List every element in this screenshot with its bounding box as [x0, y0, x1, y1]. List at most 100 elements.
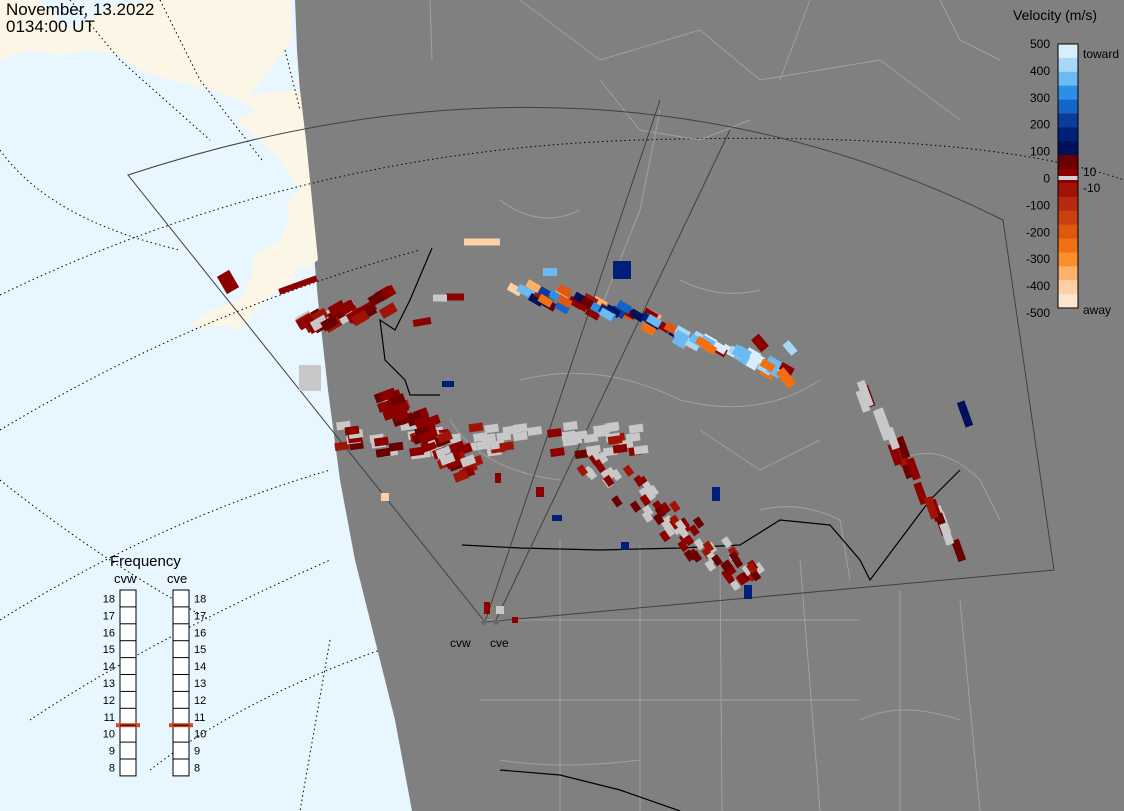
scatter-cell — [674, 519, 687, 532]
scatter-cell — [683, 549, 696, 562]
scatter-cell — [556, 294, 573, 309]
scatter-cell — [495, 473, 501, 483]
scatter-cell — [418, 430, 435, 444]
legend-color-swatch — [1058, 182, 1078, 198]
scatter-cell — [607, 435, 623, 445]
frequency-column-cve — [172, 589, 190, 777]
legend-color-swatch — [1058, 113, 1078, 128]
legend-plus-label: 10 — [1083, 165, 1097, 179]
scatter-cell — [887, 442, 903, 467]
scatter-cell — [744, 585, 752, 599]
scatter-cell — [645, 314, 663, 328]
scatter-cell — [446, 293, 464, 301]
land-mass-north — [255, 92, 308, 190]
legend-color-swatch — [1058, 224, 1078, 240]
scatter-cell — [905, 457, 921, 481]
scatter-cell — [939, 522, 955, 546]
legend-color-swatch — [1058, 155, 1078, 170]
scatter-cell — [459, 454, 477, 468]
scatter-cell — [588, 453, 601, 466]
scatter-cell — [439, 452, 456, 466]
scatter-cell — [484, 423, 499, 434]
scatter-cell — [382, 407, 399, 421]
scatter-cell — [379, 388, 396, 402]
scatter-cell — [711, 340, 728, 355]
scatter-cell — [547, 428, 562, 438]
scatter-cell — [613, 261, 631, 279]
scatter-cell — [299, 365, 321, 391]
scatter-cell — [735, 573, 748, 586]
scatter-cell — [622, 464, 635, 477]
legend-color-swatch — [1058, 238, 1078, 254]
scatter-cell — [858, 384, 874, 408]
frequency-level-label: 8 — [194, 763, 200, 775]
legend-color-bar — [1058, 44, 1078, 309]
legend-color-swatch — [1058, 127, 1078, 142]
frequency-level-label: 16 — [194, 627, 206, 639]
legend-zero-band — [1058, 176, 1078, 180]
scatter-cell — [728, 551, 741, 564]
frequency-level-label: 10 — [103, 729, 115, 741]
scatter-cell — [433, 294, 447, 302]
map-time: 0134:00 UT — [6, 17, 95, 36]
scatter-cell — [642, 504, 654, 517]
radar-site-label-cvw: cvw — [450, 636, 471, 650]
scatter-cell — [782, 340, 798, 356]
scatter-cell — [562, 420, 578, 431]
velocity-legend: Velocity (m/s) 500 400 300 200 100 0 -100 -200 -… — [1013, 7, 1119, 320]
legend-bar-frame — [1057, 43, 1079, 309]
legend-color-swatch — [1058, 280, 1078, 295]
scatter-cell — [702, 540, 715, 553]
frequency-level-label: 11 — [194, 712, 205, 724]
legend-tick-labels: 500 400 300 200 100 0 -100 -200 -300 -400 -500 — [1026, 37, 1050, 320]
scatter-cell — [654, 505, 667, 519]
scatter-cell — [652, 513, 665, 526]
scatter-cell — [663, 525, 675, 538]
frequency-level-label: 15 — [194, 644, 206, 656]
scatter-cell — [367, 290, 387, 307]
scatter-cell — [633, 444, 649, 455]
legend-tick-label: -200 — [1026, 225, 1050, 239]
frequency-level-label: 18 — [103, 594, 115, 606]
legend-tick-label: 300 — [1030, 91, 1050, 105]
scatter-cell — [388, 441, 404, 452]
scatter-cell — [671, 335, 688, 350]
scatter-cell — [611, 495, 623, 508]
frequency-level-label: 9 — [109, 746, 115, 758]
frequency-radar-label-cve: cve — [167, 571, 187, 586]
legend-tick-label: -100 — [1026, 198, 1050, 212]
scatter-cell — [574, 449, 590, 460]
legend-tick-label: 100 — [1030, 145, 1050, 159]
scatter-cell — [610, 468, 623, 482]
scatter-cell — [628, 423, 644, 434]
legend-color-swatch — [1058, 196, 1078, 212]
frequency-level-label: 15 — [103, 644, 115, 656]
scatter-cell — [956, 400, 974, 428]
scatter-cell — [468, 422, 484, 433]
scatter-cell — [616, 299, 633, 314]
scatter-cell — [775, 367, 797, 389]
legend-tick-label: 200 — [1030, 118, 1050, 132]
scatter-cell — [751, 333, 769, 353]
scatter-cell — [527, 426, 543, 436]
scatter-cell — [712, 487, 720, 501]
scatter-cell — [552, 515, 562, 521]
scatter-cell — [583, 465, 595, 478]
scatter-cell — [576, 464, 589, 477]
scatter-cell — [690, 550, 703, 563]
scatter-cell — [378, 302, 398, 319]
radar-scatter — [216, 238, 974, 623]
scatter-cell — [525, 279, 542, 294]
scatter-cell — [476, 440, 492, 451]
frequency-level-label: 17 — [103, 610, 115, 622]
scatter-cell — [309, 314, 329, 332]
legend-tick-label: -300 — [1026, 252, 1050, 266]
scatter-cell — [512, 617, 518, 623]
scatter-cell — [669, 500, 681, 513]
frequency-columns: 18 17 16 15 14 13 12 11 10 9 8 18 17 16 15 14 13 12 11 10 9 8 — [103, 589, 206, 777]
scatter-cell — [334, 441, 350, 452]
scatter-cell — [677, 539, 689, 553]
scatter-cell — [594, 427, 610, 438]
scatter-cell — [641, 480, 654, 494]
frequency-level-label: 13 — [103, 678, 115, 690]
